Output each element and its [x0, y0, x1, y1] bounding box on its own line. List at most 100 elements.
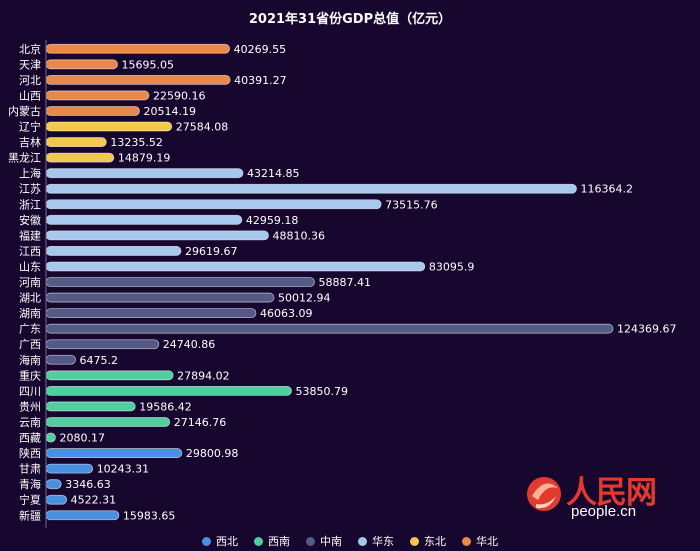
bar: [45, 370, 174, 381]
category-label: 河南: [19, 276, 41, 289]
bar: [45, 137, 107, 147]
bar: [45, 432, 56, 443]
bar: [45, 277, 315, 287]
bar: [45, 292, 275, 303]
value-label: 73515.76: [385, 198, 438, 211]
bar: [45, 323, 614, 334]
bar: [45, 152, 115, 163]
chart-title: 2021年31省份GDP总值（亿元）: [248, 12, 452, 27]
bar: [45, 510, 120, 521]
legend-label: 华东: [372, 535, 394, 548]
bar: [45, 43, 230, 54]
value-label: 15695.05: [122, 58, 174, 71]
legend-label: 西北: [216, 535, 238, 548]
legend-label: 华北: [476, 535, 498, 548]
category-label: 陕西: [19, 446, 41, 460]
legend-item[interactable]: 华东: [358, 533, 394, 549]
category-label: 青海: [19, 477, 41, 491]
value-label: 27584.08: [176, 121, 229, 134]
value-label: 3346.63: [65, 478, 111, 491]
category-label: 广东: [19, 323, 41, 336]
category-label: 新疆: [19, 508, 41, 522]
value-label: 116364.2: [581, 183, 634, 196]
legend-item[interactable]: 西南: [254, 533, 290, 549]
value-label: 83095.9: [429, 260, 475, 273]
category-label: 山西: [19, 89, 41, 102]
legend-item[interactable]: 东北: [410, 533, 446, 549]
value-label: 27146.76: [174, 416, 227, 429]
category-label: 四川: [19, 385, 41, 398]
legend-label: 东北: [424, 535, 446, 548]
value-label: 15983.65: [123, 509, 176, 522]
legend-swatch: [202, 536, 211, 546]
bar: [45, 339, 160, 350]
bar: [45, 479, 62, 490]
bar: [45, 199, 382, 210]
value-label: 42959.18: [246, 214, 299, 227]
legend-item[interactable]: 西北: [202, 533, 238, 549]
value-label: 19586.42: [139, 400, 192, 413]
category-label: 河北: [19, 74, 41, 87]
category-label: 吉林: [19, 135, 41, 149]
bar: [45, 106, 140, 116]
watermark-url: people.cn: [571, 503, 637, 520]
value-label: 124369.67: [617, 323, 677, 336]
category-label: 天津: [19, 58, 41, 71]
category-label: 江西: [19, 245, 41, 258]
category-label: 广西: [19, 338, 41, 351]
value-label: 29619.67: [185, 245, 238, 258]
legend-label: 中南: [320, 535, 342, 548]
bar: [45, 59, 118, 70]
category-label: 湖南: [19, 307, 41, 320]
bar: [45, 463, 94, 474]
bar: [45, 121, 173, 132]
bar: [45, 74, 231, 85]
legend-swatch: [462, 536, 471, 546]
value-label: 4522.31: [71, 494, 117, 507]
bar: [45, 401, 136, 412]
bar: [45, 246, 182, 256]
bar: [45, 417, 171, 427]
legend-label: 西南: [268, 535, 290, 548]
bar: [45, 90, 150, 101]
bar: [45, 385, 292, 396]
legend-swatch: [306, 536, 315, 546]
legend-item[interactable]: 华北: [462, 533, 498, 549]
value-label: 48810.36: [273, 229, 326, 242]
value-label: 10243.31: [97, 463, 150, 476]
category-label: 安徽: [19, 213, 41, 227]
category-label: 辽宁: [19, 120, 41, 134]
bar: [45, 448, 183, 458]
category-label: 贵州: [19, 400, 41, 413]
legend-item[interactable]: 中南: [306, 533, 342, 549]
bar: [45, 214, 243, 225]
bars-layer: 北京 40269.55 天津 15695.05 河北 40391.27 山西 22590.16…: [8, 42, 677, 523]
category-label: 湖北: [19, 292, 41, 305]
legend: 西北 西南 中南 华东 东北 华北: [0, 533, 700, 549]
category-label: 山东: [19, 260, 41, 273]
bar: [45, 230, 269, 241]
value-label: 24740.86: [163, 338, 216, 351]
value-label: 40391.27: [234, 74, 287, 87]
legend-swatch: [254, 536, 263, 546]
value-label: 20514.19: [144, 105, 197, 118]
watermark-brand: 人民网: [566, 475, 657, 511]
bar: [45, 354, 76, 365]
bar: [45, 308, 257, 319]
category-label: 黑龙江: [8, 152, 41, 165]
value-label: 50012.94: [278, 292, 331, 305]
value-label: 29800.98: [186, 447, 239, 460]
category-label: 西藏: [19, 432, 41, 445]
legend-swatch: [410, 536, 419, 546]
legend-swatch: [358, 536, 367, 546]
value-label: 40269.55: [234, 43, 286, 56]
value-label: 27894.02: [177, 369, 230, 382]
people-logo-icon: [527, 477, 561, 511]
value-label: 2080.17: [59, 432, 105, 445]
value-label: 58887.41: [318, 276, 371, 289]
bar: [45, 261, 426, 272]
category-label: 海南: [19, 353, 41, 367]
category-label: 北京: [19, 42, 41, 56]
category-label: 重庆: [19, 368, 41, 382]
